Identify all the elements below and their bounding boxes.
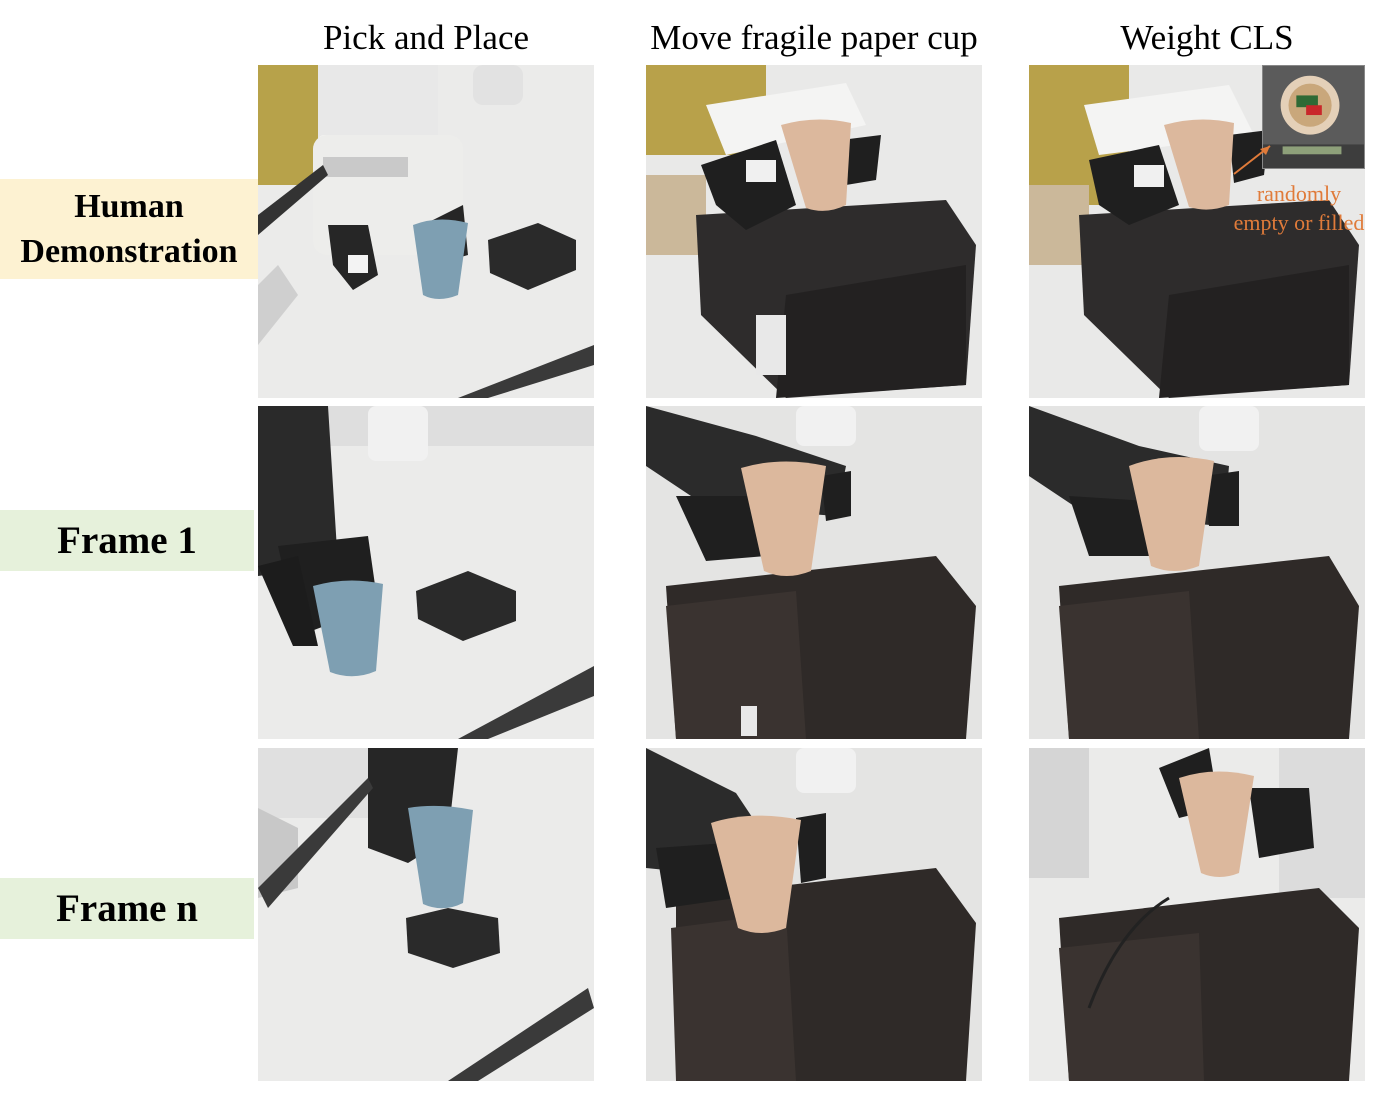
column-title-pick-and-place: Pick and Place xyxy=(322,18,530,57)
row-label-human-demonstration: Human Demonstration xyxy=(0,179,258,279)
row-label-frame-1: Frame 1 xyxy=(0,510,254,571)
photo-human-pick-and-place xyxy=(258,65,594,398)
annotation-line1: randomly xyxy=(1256,181,1342,206)
photo-framen-move-paper-cup xyxy=(646,748,982,1081)
row-label-human-line1: Human xyxy=(74,188,184,225)
photo-framen-pick-and-place xyxy=(258,748,594,1081)
photo-framen-weight-cls xyxy=(1029,748,1365,1081)
inset-cup-contents xyxy=(1262,65,1365,169)
photo-human-weight-cls xyxy=(1029,65,1365,398)
row-label-frame-n-text: Frame n xyxy=(56,887,198,930)
row-label-frame-1-text: Frame 1 xyxy=(57,519,197,562)
row-label-frame-n: Frame n xyxy=(0,878,254,939)
photo-frame1-weight-cls xyxy=(1029,406,1365,739)
row-label-human-line2: Demonstration xyxy=(20,233,238,270)
column-title-weight-cls: Weight CLS xyxy=(1120,18,1294,57)
annotation-arrow xyxy=(1233,145,1271,175)
photo-frame1-move-paper-cup xyxy=(646,406,982,739)
photo-frame1-pick-and-place xyxy=(258,406,594,739)
column-title-move-fragile-paper-cup: Move fragile paper cup xyxy=(650,18,978,57)
photo-human-move-paper-cup xyxy=(646,65,982,398)
annotation-line2: empty or filled xyxy=(1233,210,1365,235)
annotation-text: randomly empty or filled xyxy=(1224,179,1374,237)
